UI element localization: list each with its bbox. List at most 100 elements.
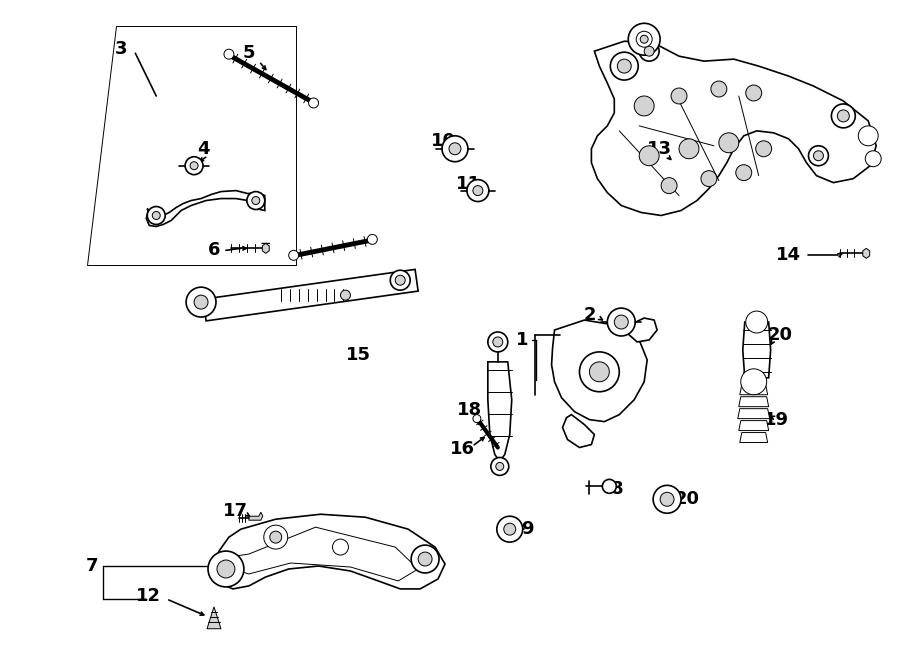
Text: 10: 10 [430,132,455,150]
Polygon shape [488,362,512,461]
Circle shape [208,551,244,587]
Circle shape [756,141,771,157]
Circle shape [608,308,635,336]
Circle shape [497,516,523,542]
Text: 20: 20 [768,326,793,344]
Circle shape [736,165,752,180]
Text: 11: 11 [456,175,482,192]
Circle shape [309,98,319,108]
Circle shape [634,96,654,116]
Circle shape [580,352,619,392]
Text: 8: 8 [611,481,624,498]
Text: 4: 4 [197,139,210,158]
Polygon shape [262,243,269,253]
Text: 7: 7 [86,557,98,575]
Circle shape [252,196,260,204]
Circle shape [190,162,198,170]
Circle shape [391,270,410,290]
Circle shape [270,531,282,543]
Circle shape [644,46,654,56]
Circle shape [741,369,767,395]
Text: 20: 20 [674,490,699,508]
Circle shape [837,110,850,122]
Circle shape [185,157,203,175]
Text: 18: 18 [457,401,482,418]
Circle shape [615,315,628,329]
Circle shape [711,81,727,97]
Circle shape [411,545,439,573]
Text: 3: 3 [115,40,128,58]
Polygon shape [738,408,770,418]
Circle shape [247,192,265,210]
Circle shape [814,151,824,161]
Circle shape [395,275,405,285]
Circle shape [746,311,768,333]
Circle shape [640,35,648,43]
Circle shape [653,485,681,513]
Circle shape [418,552,432,566]
Text: 17: 17 [223,502,248,520]
Polygon shape [207,607,221,629]
Circle shape [636,31,652,47]
Circle shape [746,85,761,101]
Text: 13: 13 [646,139,671,158]
Polygon shape [863,249,869,258]
Polygon shape [591,41,877,215]
Circle shape [719,133,739,153]
Text: 14: 14 [776,247,801,264]
Text: 1: 1 [516,331,528,349]
Text: 2: 2 [583,306,596,324]
Circle shape [332,539,348,555]
Circle shape [152,212,160,219]
Circle shape [217,560,235,578]
Circle shape [289,251,299,260]
Circle shape [679,139,699,159]
Circle shape [865,151,881,167]
Polygon shape [739,420,769,430]
Circle shape [472,186,483,196]
Polygon shape [627,318,657,342]
Polygon shape [742,322,770,378]
Text: 5: 5 [243,44,255,62]
Circle shape [832,104,855,128]
Circle shape [859,126,878,146]
Circle shape [442,136,468,162]
Text: 12: 12 [136,587,161,605]
Circle shape [340,290,350,300]
Circle shape [491,457,508,475]
Circle shape [148,206,166,225]
Circle shape [639,41,659,61]
Circle shape [617,59,631,73]
Circle shape [602,479,616,493]
Polygon shape [740,385,768,395]
Text: 6: 6 [208,241,220,259]
Circle shape [224,49,234,59]
Polygon shape [739,397,769,407]
Polygon shape [562,414,594,447]
Circle shape [610,52,638,80]
Text: 15: 15 [346,346,371,364]
Text: 16: 16 [449,440,474,459]
Circle shape [639,146,659,166]
Polygon shape [213,514,445,589]
Circle shape [496,463,504,471]
Circle shape [493,337,503,347]
Circle shape [264,525,288,549]
Polygon shape [248,512,263,520]
Polygon shape [86,26,296,265]
Polygon shape [740,432,768,442]
Circle shape [186,287,216,317]
Circle shape [194,295,208,309]
Circle shape [808,146,828,166]
Polygon shape [229,527,418,581]
Circle shape [449,143,461,155]
Circle shape [660,492,674,506]
Circle shape [671,88,687,104]
Circle shape [628,23,660,55]
Circle shape [701,171,717,186]
Polygon shape [147,190,265,227]
Circle shape [504,524,516,535]
Circle shape [467,180,489,202]
Circle shape [662,178,677,194]
Polygon shape [203,270,418,321]
